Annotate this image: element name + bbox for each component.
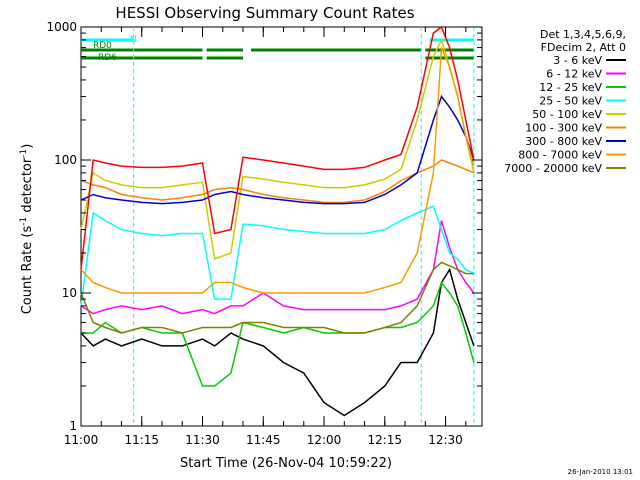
x-tick-label-6: 12:30 xyxy=(428,433,463,447)
legend-label-7: 800 - 7000 keV xyxy=(518,149,602,162)
x-tick-label-3: 11:45 xyxy=(246,433,281,447)
y-tick-label-2: 100 xyxy=(54,153,77,167)
legend-label-5: 100 - 300 keV xyxy=(525,122,602,135)
series-line-5 xyxy=(80,159,475,204)
legend-label-8: 7000 - 20000 keV xyxy=(504,162,602,175)
series-line-4 xyxy=(80,37,475,261)
y-tick-label-0: 1 xyxy=(69,419,77,433)
legend-label-0: 3 - 6 keV xyxy=(553,54,602,67)
legend-label-2: 12 - 25 keV xyxy=(539,81,602,94)
y-tick-label-3: 1000 xyxy=(46,20,77,34)
legend-label-4: 50 - 100 keV xyxy=(532,108,602,121)
plot-area: RD0 RD6 N xyxy=(80,25,483,427)
chart-title: HESSI Observing Summary Count Rates xyxy=(115,4,414,22)
timestamp: 26-Jan-2010 13:01 xyxy=(568,468,633,476)
legend-label-6: 300 - 800 keV xyxy=(525,135,602,148)
legend-header-1: FDecim 2, Att 0 xyxy=(541,41,626,54)
x-tick-label-2: 11:30 xyxy=(185,433,220,447)
series-line-2 xyxy=(81,280,475,387)
series-line-6 xyxy=(80,94,475,205)
rd6-label: RD6 xyxy=(98,53,117,63)
x-tick-label-4: 12:00 xyxy=(307,433,342,447)
series-layer xyxy=(80,25,475,417)
x-tick-label-0: 11:00 xyxy=(64,433,99,447)
series-line-9 xyxy=(80,25,475,270)
series-line-7 xyxy=(80,47,475,294)
legend: Det 1,3,4,5,6,9,FDecim 2, Att 03 - 6 keV… xyxy=(504,28,626,175)
series-line-0 xyxy=(80,267,475,417)
attenuator-bars xyxy=(81,27,475,426)
x-axis-label: Start Time (26-Nov-04 10:59:22) xyxy=(180,456,392,471)
y-axis-label: Count Rate (s-1 detector-1) xyxy=(19,144,35,315)
x-tick-label-5: 12:15 xyxy=(367,433,402,447)
y-tick-label-1: 10 xyxy=(62,286,77,300)
legend-header-0: Det 1,3,4,5,6,9, xyxy=(540,28,626,41)
legend-label-1: 6 - 12 keV xyxy=(546,68,602,81)
legend-label-3: 25 - 50 keV xyxy=(539,95,602,108)
rd0-label: RD0 xyxy=(93,41,112,51)
x-tick-label-1: 11:15 xyxy=(124,433,159,447)
series-line-1 xyxy=(80,220,475,315)
x-axis: 11:00 11:15 11:30 11:45 12:00 12:15 12:30 xyxy=(64,27,467,447)
n-label: N xyxy=(130,35,137,45)
series-line-8 xyxy=(80,261,474,334)
y-axis: 1 10 100 1000 xyxy=(46,20,482,433)
series-line-3 xyxy=(80,205,475,306)
annotation-layer: RD0 RD6 N xyxy=(93,35,137,63)
